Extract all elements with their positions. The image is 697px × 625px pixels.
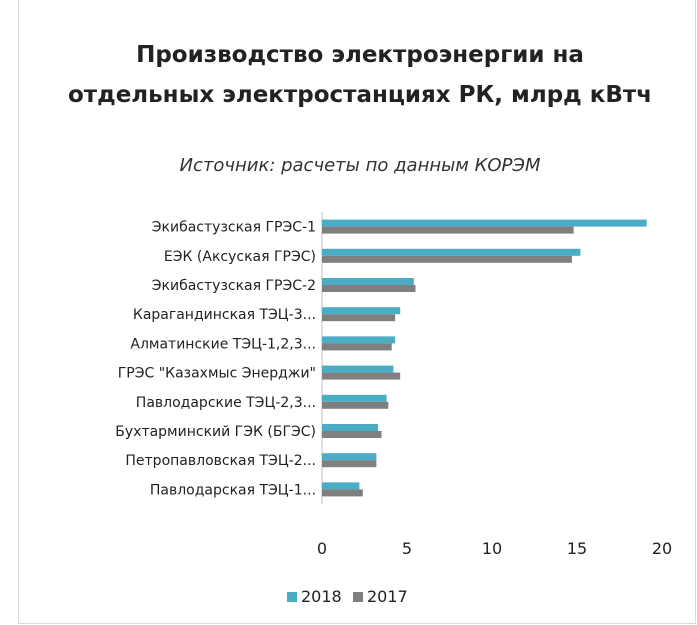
category-label: Алматинские ТЭЦ-1,2,3... <box>130 336 316 352</box>
bar-2018 <box>322 424 379 431</box>
legend-label-2018: 2018 <box>301 587 342 606</box>
legend-swatch-2017 <box>353 592 363 602</box>
category-label: Павлодарские ТЭЦ-2,3... <box>136 395 316 411</box>
bar-2018 <box>322 248 581 256</box>
category-label: Павлодарская ТЭЦ-1... <box>150 482 316 498</box>
bar-2018 <box>322 307 401 315</box>
legend-swatch-2018 <box>287 592 297 602</box>
legend-label-2017: 2017 <box>367 587 408 606</box>
category-label: Экибастузская ГРЭС-2 <box>152 278 316 294</box>
x-tick-label: 20 <box>652 539 672 558</box>
bar-2017 <box>322 226 574 234</box>
bar-2018 <box>322 278 414 285</box>
category-label: ЕЭК (Аксуская ГРЭС) <box>164 249 316 265</box>
bar-2018 <box>322 336 396 344</box>
x-tick-label: 5 <box>402 539 412 558</box>
chart-title: Производство электроэнергии на отдельных… <box>67 42 653 108</box>
bar-2017 <box>322 343 392 351</box>
bar-2018 <box>322 394 387 402</box>
bar-2017 <box>322 460 377 468</box>
x-tick-label: 0 <box>317 539 327 558</box>
category-label: Бухтарминский ГЭК (БГЭС) <box>115 424 316 440</box>
chart-subtitle: Источник: расчеты по данным КОРЭМ <box>179 155 541 176</box>
category-label: ГРЭС "Казахмыс Энерджи" <box>118 366 316 382</box>
bar-2018 <box>322 365 394 373</box>
category-label: Экибастузская ГРЭС-1 <box>152 220 316 236</box>
bar-2017 <box>322 431 382 438</box>
category-label: Петропавловская ТЭЦ-2... <box>125 453 316 469</box>
bar-2018 <box>322 453 377 461</box>
bar-2017 <box>322 489 363 497</box>
bar-2018 <box>322 482 360 490</box>
bar-2018 <box>322 219 647 227</box>
bar-2017 <box>322 401 389 409</box>
bar-2017 <box>322 285 416 292</box>
category-label: Карагандинская ТЭЦ-3... <box>133 307 316 323</box>
bar-2017 <box>322 314 396 322</box>
bar-2017 <box>322 255 572 263</box>
bar-2017 <box>322 372 401 380</box>
x-tick-label: 10 <box>482 539 502 558</box>
x-tick-label: 15 <box>567 539 587 558</box>
